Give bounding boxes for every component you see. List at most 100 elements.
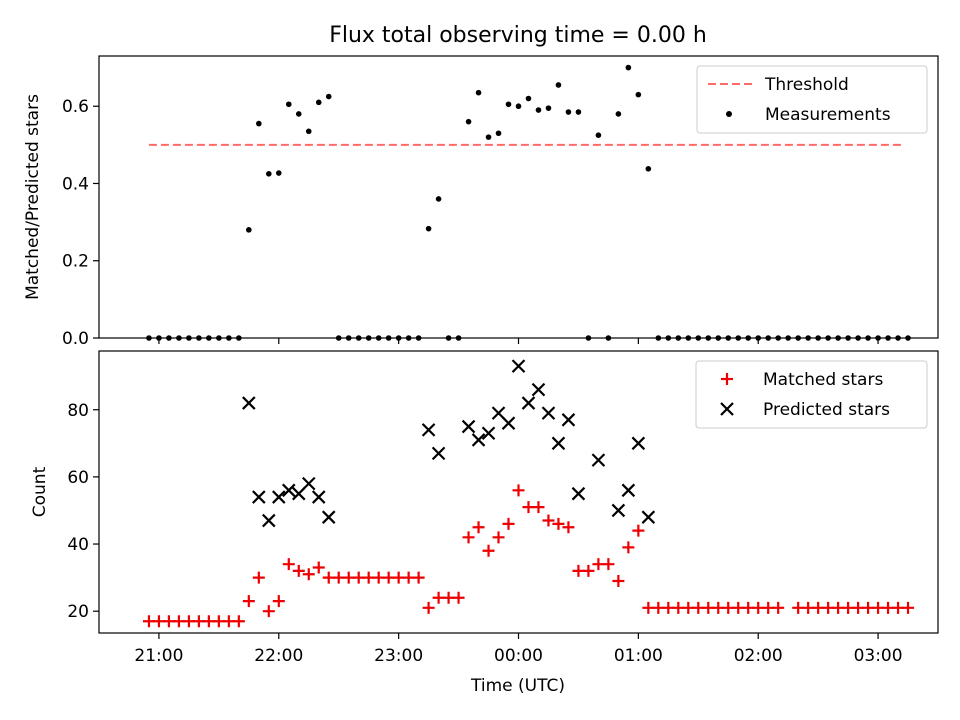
y-tick-label: 60 <box>67 468 89 488</box>
matched-point <box>232 615 245 628</box>
matched-point <box>602 558 615 571</box>
matched-point <box>622 541 635 554</box>
measurement-point <box>246 227 252 233</box>
count-x-axis: 21:00 22:00 23:00 00:00 01:00 02:00 03:00 <box>134 633 903 666</box>
matched-legend-label: Matched stars <box>763 370 883 390</box>
measurement-point <box>485 134 492 140</box>
matched-point <box>452 591 465 604</box>
measurement-point <box>535 107 542 113</box>
matched-point <box>292 564 305 577</box>
predicted-point <box>621 483 636 498</box>
ratio-y-axis: 0.0 0.2 0.4 0.6 <box>62 97 99 349</box>
predicted-point <box>631 436 646 451</box>
measurement-point <box>635 91 642 98</box>
measurements-legend-swatch <box>726 111 732 117</box>
predicted-point <box>431 446 446 461</box>
matched-point <box>552 517 565 530</box>
chart-title: Flux total observing time = 0.00 h <box>329 23 707 48</box>
y-tick-label: 80 <box>67 401 89 421</box>
ratio-legend: Threshold Measurements <box>696 65 928 134</box>
ratio-y-axis-label: Matched/Predicted stars <box>23 94 43 300</box>
measurement-point <box>285 101 292 108</box>
measurement-point <box>595 132 602 138</box>
measurement-point <box>565 109 572 115</box>
count-marks <box>142 359 915 628</box>
measurement-point <box>325 93 332 100</box>
predicted-point <box>262 513 276 528</box>
x-tick-label: 02:00 <box>734 646 783 666</box>
matched-point <box>562 521 575 534</box>
predicted-point <box>471 433 486 447</box>
predicted-point <box>281 483 296 498</box>
predicted-legend-label: Predicted stars <box>763 400 890 420</box>
y-tick-label: 20 <box>67 602 89 622</box>
measurement-point <box>256 120 262 127</box>
count-y-axis: 20 40 60 80 <box>67 401 99 622</box>
predicted-point <box>591 453 606 467</box>
predicted-point <box>421 423 436 437</box>
predicted-point <box>501 416 516 430</box>
matched-point <box>902 601 915 614</box>
measurement-point <box>515 103 522 110</box>
threshold-legend-label: Threshold <box>764 75 849 95</box>
predicted-point <box>611 503 626 518</box>
matched-point <box>612 574 625 587</box>
matched-point <box>582 564 595 577</box>
measurement-point <box>615 111 622 117</box>
x-tick-label: 00:00 <box>494 646 543 666</box>
measurement-point <box>505 101 512 108</box>
predicted-point <box>321 510 336 524</box>
predicted-point <box>521 396 536 410</box>
predicted-point <box>531 382 546 397</box>
predicted-point <box>311 490 326 504</box>
predicted-point <box>272 490 286 504</box>
measurement-point <box>645 166 652 172</box>
matched-point <box>632 524 645 537</box>
y-tick-label: 0.0 <box>62 329 89 349</box>
measurement-point <box>295 111 302 117</box>
ratio-legend-box <box>696 65 928 134</box>
matched-point <box>512 484 525 497</box>
matched-point <box>262 605 275 618</box>
measurement-point <box>315 99 322 106</box>
count-x-axis-label: Time (UTC) <box>470 676 565 696</box>
x-tick-label: 03:00 <box>854 646 903 666</box>
y-tick-label: 0.4 <box>62 174 89 194</box>
matched-point <box>472 521 485 534</box>
count-panel: 20 40 60 80 21:00 22:00 23:00 00:00 01:00 02:00 0… <box>30 350 939 696</box>
predicted-point <box>551 436 566 451</box>
predicted-point <box>242 396 256 410</box>
matched-point <box>412 571 425 584</box>
measurement-point <box>435 196 442 202</box>
matched-point <box>272 595 285 608</box>
predicted-point <box>541 406 556 420</box>
matched-point <box>282 558 295 571</box>
x-tick-label: 23:00 <box>374 646 423 666</box>
measurement-point <box>305 128 312 135</box>
measurement-point <box>495 130 502 137</box>
matched-point <box>542 514 555 527</box>
y-tick-label: 40 <box>67 535 89 555</box>
measurement-point <box>425 225 432 232</box>
matched-point <box>532 501 545 514</box>
measurement-point <box>545 105 552 111</box>
x-tick-label: 21:00 <box>134 646 183 666</box>
predicted-point <box>461 419 476 434</box>
count-legend-box <box>695 360 928 429</box>
measurement-point <box>465 118 472 125</box>
measurement-point <box>575 109 582 115</box>
predicted-point <box>571 486 586 501</box>
measurement-point <box>525 95 532 102</box>
predicted-point <box>252 490 266 504</box>
measurement-point <box>555 82 562 88</box>
matched-point <box>492 531 505 544</box>
ratio-x-ticks <box>158 338 879 344</box>
measurement-point <box>275 170 282 176</box>
matched-legend-swatch <box>721 373 733 385</box>
predicted-point <box>561 413 576 427</box>
count-legend: Matched stars Predicted stars <box>695 360 928 429</box>
matched-point <box>772 601 785 614</box>
measurements-legend-label: Measurements <box>765 105 891 125</box>
measurement-point <box>475 89 482 96</box>
predicted-point <box>481 426 496 441</box>
